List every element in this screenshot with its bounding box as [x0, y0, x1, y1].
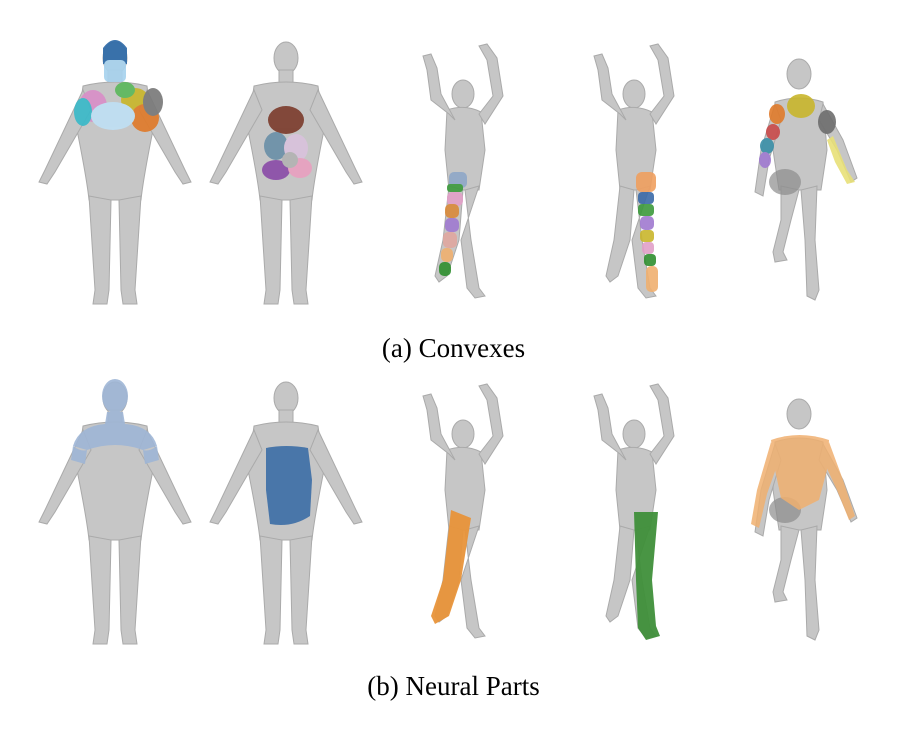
- human-raised-arms-icon: [593, 383, 675, 640]
- human-raised-arms-icon: [422, 43, 504, 299]
- human-raised-arms-icon: [422, 383, 504, 639]
- convex-figure-4: [538, 20, 719, 340]
- human-a-pose-icon: [209, 41, 363, 305]
- neural-parts-figure-3: [367, 360, 548, 680]
- human-running-icon: [751, 398, 858, 641]
- convex-figure-1: [25, 20, 206, 340]
- neural-parts-figure-2: [196, 360, 377, 680]
- neural-parts-figure-5: [709, 360, 890, 680]
- neural-parts-row: [0, 360, 907, 680]
- neural-parts-figure-1: [25, 360, 206, 680]
- neural-parts-figure-4: [538, 360, 719, 680]
- human-a-pose-icon: [209, 381, 363, 645]
- convex-figure-3: [367, 20, 548, 340]
- convex-figure-5: [709, 20, 890, 340]
- human-a-pose-icon: [38, 40, 192, 305]
- human-a-pose-icon: [38, 379, 192, 645]
- human-running-icon: [754, 58, 858, 301]
- convexes-row: [0, 20, 907, 340]
- convex-figure-2: [196, 20, 377, 340]
- human-raised-arms-icon: [593, 43, 675, 299]
- caption-neural-parts: (b) Neural Parts: [367, 671, 540, 701]
- caption-convexes: (a) Convexes: [381, 333, 526, 363]
